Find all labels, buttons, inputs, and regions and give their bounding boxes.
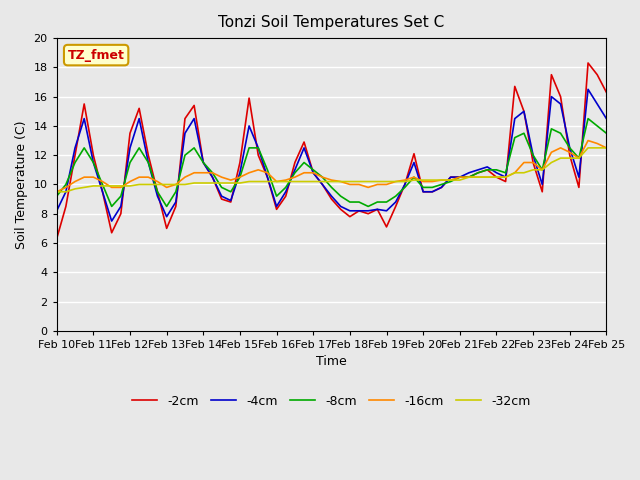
-8cm — [108, 204, 115, 209]
-32cm — [602, 145, 610, 151]
-4cm — [190, 116, 198, 121]
-16cm — [383, 181, 390, 187]
-32cm — [346, 179, 354, 184]
-2cm — [584, 60, 592, 66]
Line: -4cm: -4cm — [57, 89, 606, 221]
-4cm — [172, 199, 180, 205]
-8cm — [392, 193, 399, 199]
Line: -2cm: -2cm — [57, 63, 606, 239]
-2cm — [163, 226, 170, 231]
Text: TZ_fmet: TZ_fmet — [68, 48, 125, 61]
-16cm — [181, 174, 189, 180]
-4cm — [584, 86, 592, 92]
-4cm — [538, 181, 546, 187]
-4cm — [108, 218, 115, 224]
-32cm — [383, 179, 390, 184]
-32cm — [53, 189, 61, 195]
Legend: -2cm, -4cm, -8cm, -16cm, -32cm: -2cm, -4cm, -8cm, -16cm, -32cm — [127, 390, 536, 413]
-8cm — [584, 116, 592, 121]
-16cm — [346, 181, 354, 187]
-16cm — [163, 184, 170, 190]
Y-axis label: Soil Temperature (C): Soil Temperature (C) — [15, 120, 28, 249]
-16cm — [602, 145, 610, 151]
-4cm — [392, 199, 399, 205]
-2cm — [383, 224, 390, 230]
-32cm — [529, 167, 537, 173]
-32cm — [584, 145, 592, 151]
X-axis label: Time: Time — [316, 355, 347, 369]
Line: -32cm: -32cm — [57, 148, 606, 192]
-16cm — [245, 170, 253, 176]
-8cm — [255, 145, 262, 151]
-2cm — [602, 89, 610, 95]
-8cm — [538, 167, 546, 173]
-4cm — [255, 145, 262, 151]
-4cm — [355, 208, 363, 214]
-2cm — [346, 214, 354, 219]
-32cm — [181, 181, 189, 187]
-4cm — [53, 208, 61, 214]
-16cm — [53, 189, 61, 195]
-16cm — [584, 138, 592, 144]
-8cm — [355, 199, 363, 205]
-2cm — [529, 160, 537, 166]
Line: -16cm: -16cm — [57, 141, 606, 192]
-8cm — [53, 193, 61, 199]
-4cm — [602, 116, 610, 121]
-2cm — [245, 95, 253, 101]
-2cm — [181, 116, 189, 121]
-8cm — [190, 145, 198, 151]
-32cm — [163, 181, 170, 187]
Title: Tonzi Soil Temperatures Set C: Tonzi Soil Temperatures Set C — [218, 15, 445, 30]
-16cm — [529, 160, 537, 166]
-8cm — [602, 131, 610, 136]
-2cm — [53, 236, 61, 241]
-32cm — [245, 179, 253, 184]
Line: -8cm: -8cm — [57, 119, 606, 206]
-8cm — [172, 189, 180, 195]
